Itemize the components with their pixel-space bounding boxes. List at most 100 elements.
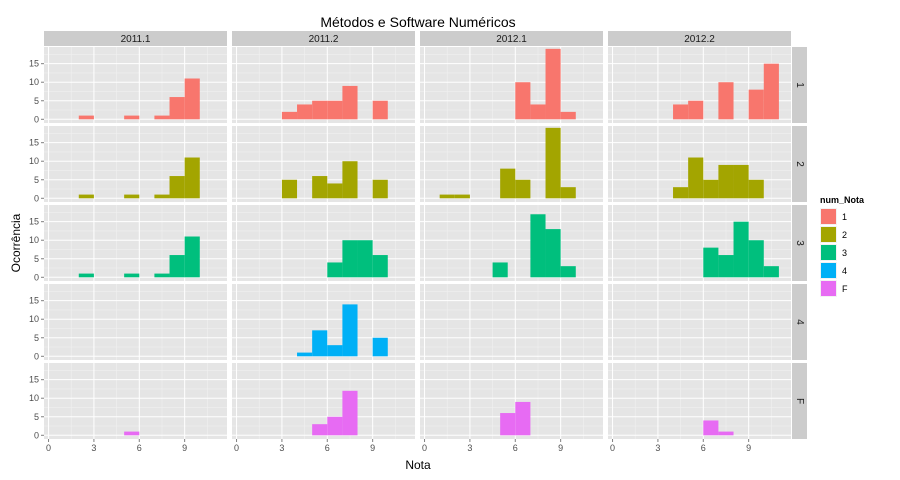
histogram-bar (733, 164, 749, 199)
y-tick-label: 15 (29, 59, 39, 69)
histogram-bar (500, 413, 516, 436)
histogram-bar (342, 85, 358, 120)
histogram-bar (124, 194, 140, 199)
legend-label: 3 (842, 248, 847, 258)
y-tick-label: 15 (29, 375, 39, 385)
histogram-bar (184, 78, 200, 120)
histogram-bar (748, 179, 764, 199)
x-tick-label: 9 (182, 443, 187, 453)
facet-panel (608, 363, 791, 439)
y-tick-label: 10 (29, 235, 39, 245)
row-strip (792, 205, 807, 281)
y-tick-label: 5 (34, 333, 39, 343)
histogram-bar (763, 63, 779, 120)
histogram-bar (372, 337, 388, 357)
y-tick-label: 10 (29, 314, 39, 324)
row-strip (792, 47, 807, 123)
histogram-bar (748, 89, 764, 120)
histogram-bar (372, 100, 388, 120)
histogram-bar (515, 401, 531, 436)
histogram-bar (78, 115, 94, 120)
histogram-bar (357, 240, 373, 278)
legend-swatch (821, 245, 836, 260)
y-tick-label: 0 (34, 114, 39, 124)
column-strip (608, 31, 791, 46)
histogram-bar (718, 82, 734, 120)
x-tick-label: 9 (370, 443, 375, 453)
histogram-bar (184, 157, 200, 199)
legend-swatch (821, 227, 836, 242)
histogram-bar (281, 179, 298, 199)
x-tick-label: 6 (325, 443, 330, 453)
column-strip (44, 31, 227, 46)
x-tick-label: 6 (701, 443, 706, 453)
histogram-bar (748, 240, 764, 278)
histogram-bar (530, 104, 546, 120)
histogram-bar (515, 179, 531, 199)
y-tick-label: 15 (29, 138, 39, 148)
chart-title: Métodos e Software Numéricos (320, 14, 515, 30)
y-tick-label: 5 (34, 96, 39, 106)
column-strip-label: 2011.1 (121, 34, 151, 45)
histogram-bar (733, 221, 749, 278)
histogram-bar (545, 127, 561, 199)
row-strip (792, 284, 807, 360)
histogram-bar (327, 100, 343, 120)
histogram-bar (342, 390, 358, 436)
histogram-bar (545, 229, 561, 278)
histogram-bar (281, 111, 298, 120)
histogram-bar (372, 255, 388, 278)
facet-panel (420, 284, 603, 360)
legend-label: 2 (842, 230, 847, 240)
y-tick-label: 0 (34, 351, 39, 361)
x-tick-label: 0 (46, 443, 51, 453)
row-strip (792, 363, 807, 439)
column-strip-label: 2012.2 (684, 34, 715, 45)
y-tick-label: 10 (29, 393, 39, 403)
x-tick-label: 9 (746, 443, 751, 453)
x-tick-label: 0 (610, 443, 615, 453)
histogram-bar (154, 273, 170, 278)
histogram-bar (312, 330, 328, 357)
histogram-bar (312, 176, 328, 199)
x-tick-label: 3 (91, 443, 96, 453)
histogram-bar (297, 104, 313, 120)
legend-label: 1 (842, 212, 847, 222)
y-tick-label: 10 (29, 77, 39, 87)
legend-label: F (842, 284, 848, 294)
histogram-bar (718, 255, 734, 278)
legend-swatch (821, 209, 836, 224)
y-tick-label: 5 (34, 254, 39, 264)
histogram-bar (169, 255, 185, 278)
column-strip-label: 2012.1 (496, 34, 527, 45)
histogram-bar (312, 100, 328, 120)
histogram-bar (342, 304, 358, 357)
x-tick-label: 0 (234, 443, 239, 453)
x-tick-label: 3 (655, 443, 660, 453)
histogram-bar (515, 82, 531, 120)
histogram-bar (372, 179, 388, 199)
facet-panel (44, 284, 227, 360)
histogram-bar (342, 161, 358, 199)
histogram-bar (327, 262, 343, 278)
y-tick-label: 0 (34, 430, 39, 440)
legend-label: 4 (842, 266, 847, 276)
histogram-bars (78, 48, 779, 436)
facet-panel (420, 47, 603, 123)
histogram-bar (124, 273, 140, 278)
column-strip (420, 31, 603, 46)
histogram-bar (703, 247, 719, 278)
row-strip-label: 1 (794, 82, 805, 88)
y-tick-label: 5 (34, 175, 39, 185)
facet-panel (44, 363, 227, 439)
histogram-bar (673, 187, 689, 199)
histogram-bar (673, 104, 689, 120)
y-tick-label: 10 (29, 156, 39, 166)
y-tick-label: 0 (34, 272, 39, 282)
histogram-bar (78, 273, 94, 278)
x-tick-label: 6 (137, 443, 142, 453)
y-tick-label: 5 (34, 412, 39, 422)
histogram-bar (169, 97, 185, 120)
histogram-bar (500, 168, 516, 199)
